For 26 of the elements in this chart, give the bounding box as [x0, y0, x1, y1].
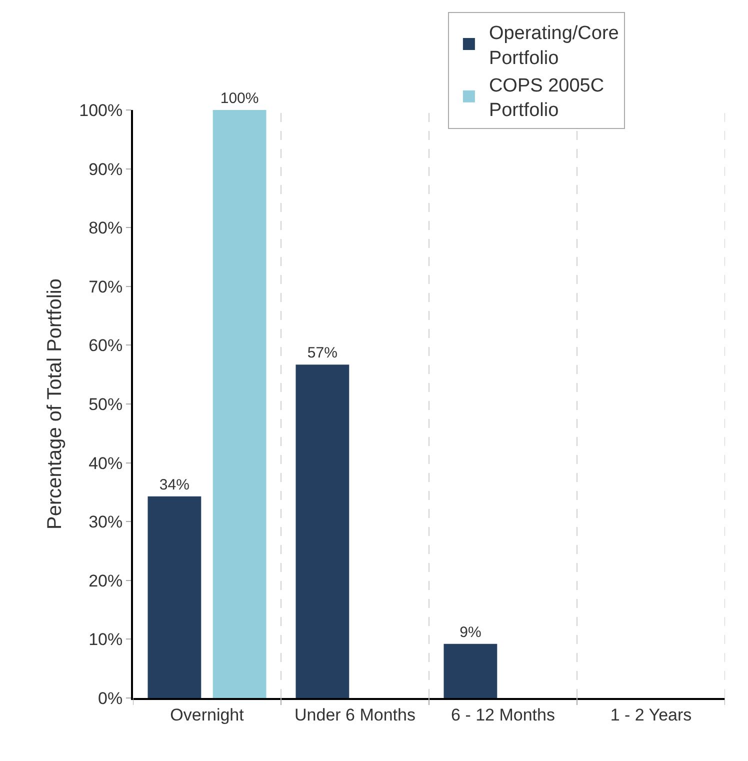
data-label: 57% — [307, 344, 338, 362]
y-axis-title: Percentage of Total Portfolio — [44, 278, 66, 530]
bar — [296, 364, 350, 698]
y-tick-label: 100% — [79, 100, 123, 120]
y-tick-label: 60% — [88, 336, 123, 356]
y-tick-label: 50% — [88, 394, 123, 414]
x-tick-label: 1 - 2 Years — [610, 705, 692, 724]
x-tick-label: Under 6 Months — [294, 705, 416, 724]
y-tick-label: 20% — [88, 571, 123, 590]
bar — [444, 644, 498, 698]
legend-label: COPS 2005C Portfolio — [488, 75, 604, 122]
data-label: 34% — [159, 476, 190, 494]
x-tick-label: Overnight — [170, 705, 244, 724]
bar — [148, 496, 202, 698]
y-tick-label: 10% — [88, 630, 123, 650]
data-label: 100% — [220, 90, 259, 107]
y-tick-label: 40% — [88, 454, 123, 473]
x-tick-label: 6 - 12 Months — [451, 705, 555, 724]
bar — [212, 110, 266, 698]
y-tick-label: 70% — [88, 277, 123, 296]
y-tick-label: 80% — [88, 218, 123, 238]
data-label: 9% — [460, 624, 482, 641]
y-tick-label: 0% — [98, 688, 123, 708]
legend-label: Operating/Core Portfolio — [488, 23, 619, 69]
y-tick-label: 90% — [88, 160, 123, 179]
y-tick-label: 30% — [88, 512, 123, 532]
